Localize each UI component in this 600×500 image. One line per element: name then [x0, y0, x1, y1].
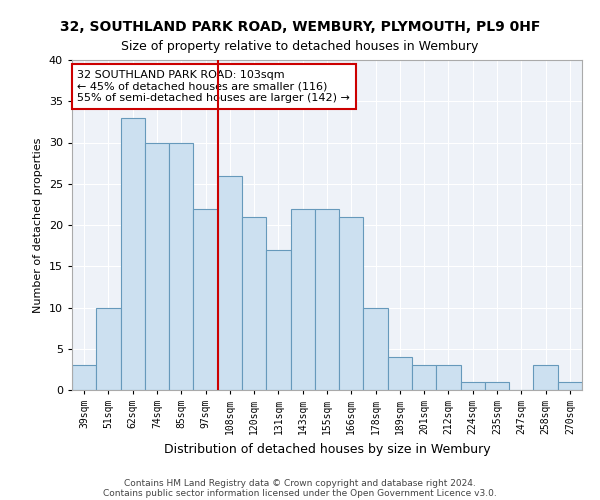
Bar [193, 208, 218, 390]
Bar [121, 118, 145, 390]
Bar [388, 357, 412, 390]
Bar [315, 208, 339, 390]
Bar [218, 176, 242, 390]
Bar [290, 208, 315, 390]
Bar [72, 365, 96, 390]
Bar [96, 308, 121, 390]
Text: Contains HM Land Registry data © Crown copyright and database right 2024.: Contains HM Land Registry data © Crown c… [124, 478, 476, 488]
Bar [461, 382, 485, 390]
Bar [533, 365, 558, 390]
Bar [242, 217, 266, 390]
Bar [145, 142, 169, 390]
Bar [266, 250, 290, 390]
X-axis label: Distribution of detached houses by size in Wembury: Distribution of detached houses by size … [164, 442, 490, 456]
Bar [558, 382, 582, 390]
Text: 32 SOUTHLAND PARK ROAD: 103sqm
← 45% of detached houses are smaller (116)
55% of: 32 SOUTHLAND PARK ROAD: 103sqm ← 45% of … [77, 70, 350, 103]
Bar [412, 365, 436, 390]
Bar [339, 217, 364, 390]
Text: 32, SOUTHLAND PARK ROAD, WEMBURY, PLYMOUTH, PL9 0HF: 32, SOUTHLAND PARK ROAD, WEMBURY, PLYMOU… [60, 20, 540, 34]
Bar [364, 308, 388, 390]
Bar [169, 142, 193, 390]
Bar [485, 382, 509, 390]
Bar [436, 365, 461, 390]
Text: Size of property relative to detached houses in Wembury: Size of property relative to detached ho… [121, 40, 479, 53]
Text: Contains public sector information licensed under the Open Government Licence v3: Contains public sector information licen… [103, 488, 497, 498]
Y-axis label: Number of detached properties: Number of detached properties [33, 138, 43, 312]
